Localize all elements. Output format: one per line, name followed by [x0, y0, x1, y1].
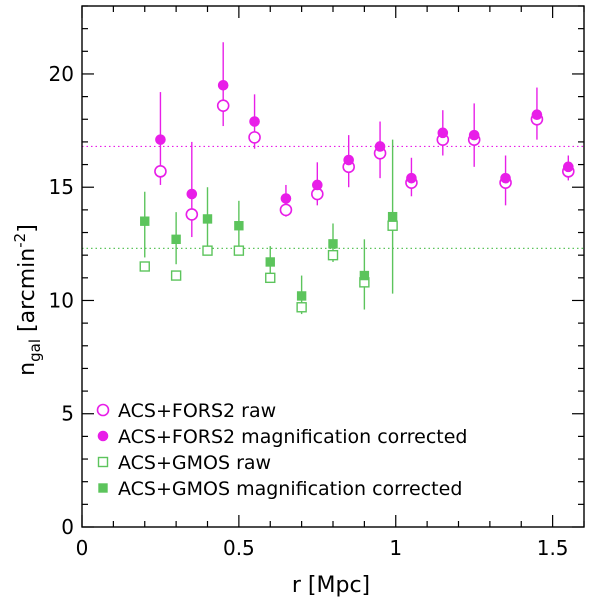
data-point [265, 257, 275, 267]
x-tick-label: 1.5 [537, 536, 569, 560]
data-point [563, 161, 574, 173]
data-point [185, 208, 199, 221]
legend-marker [96, 403, 110, 417]
data-point [468, 129, 480, 141]
y-tick-label: 10 [49, 288, 74, 312]
data-point [374, 141, 386, 152]
legend-label: ACS+GMOS raw [118, 452, 271, 474]
y-label-sub: gal [26, 339, 44, 362]
data-point [327, 249, 339, 261]
data-point [186, 188, 198, 200]
data-point [387, 211, 398, 222]
data-point [280, 193, 292, 204]
y-tick-label: 20 [49, 62, 74, 86]
y-label-main: n [15, 362, 40, 376]
data-point [140, 216, 150, 226]
y-axis-label: ngal [arcmin-2] [11, 224, 44, 376]
data-point [170, 270, 182, 281]
data-point [387, 220, 398, 231]
legend-label: ACS+FORS2 magnification corrected [118, 426, 468, 448]
tick-labels: 0 0.5 1 1.5 0 5 10 15 20 [49, 62, 569, 560]
data-point [216, 99, 230, 112]
data-point [312, 179, 323, 191]
y-tick-label: 5 [61, 402, 74, 426]
y-label-unit: [arcmin [15, 248, 40, 332]
data-point [296, 291, 307, 301]
data-point [154, 165, 167, 178]
data-point [248, 131, 261, 144]
data-point [406, 172, 417, 184]
legend-marker [97, 430, 109, 442]
plot-frame [81, 5, 585, 528]
data-point [171, 234, 181, 245]
legend-marker [97, 456, 109, 468]
y-label-unit-exponent: -2 [11, 233, 29, 248]
x-axis-label: r [Mpc] [292, 573, 370, 598]
legend: ACS+FORS2 raw ACS+FORS2 magnification cor… [96, 400, 468, 500]
x-tick-label: 0 [76, 536, 89, 560]
legend-label: ACS+GMOS magnification corrected [118, 478, 462, 500]
x-tick-label: 1 [389, 536, 402, 560]
x-tick-label: 0.5 [223, 536, 255, 560]
y-tick-label: 0 [61, 515, 74, 539]
data-point [217, 79, 229, 91]
axis-ticks [81, 5, 585, 528]
data-point [531, 109, 543, 121]
data-point [296, 302, 307, 313]
data-point [233, 245, 245, 256]
data-point [343, 154, 354, 166]
data-point [155, 134, 166, 145]
data-point [265, 272, 276, 284]
data-points [139, 79, 575, 313]
data-point [500, 172, 511, 184]
data-point [279, 203, 293, 217]
data-point [437, 127, 449, 139]
data-point [234, 221, 244, 231]
legend-label: ACS+FORS2 raw [118, 400, 276, 422]
data-point [249, 116, 260, 127]
legend-marker [98, 483, 108, 493]
y-label-unit-close: ] [15, 224, 40, 233]
y-tick-label: 15 [49, 175, 74, 199]
data-point [359, 270, 370, 281]
data-point [202, 245, 213, 256]
data-point [202, 214, 213, 224]
data-point [328, 239, 338, 249]
svg-text:ngal [arcmin-2]: ngal [arcmin-2] [11, 224, 44, 376]
data-point [139, 261, 150, 272]
